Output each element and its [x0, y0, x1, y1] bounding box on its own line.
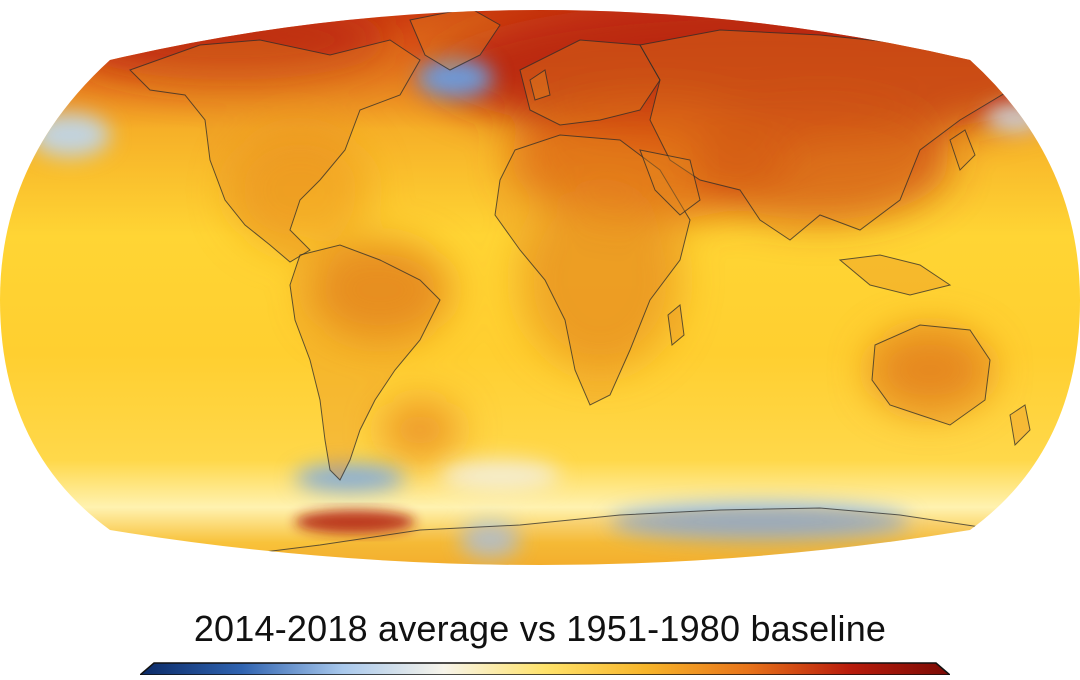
south-asia — [639, 149, 701, 216]
british-isles — [529, 69, 551, 101]
map-caption: 2014-2018 average vs 1951-1980 baseline — [193, 608, 887, 649]
north-america — [129, 39, 421, 263]
color-scale-svg — [137, 662, 953, 676]
japan — [949, 129, 976, 171]
new-zealand — [1009, 404, 1031, 447]
map-canvas — [0, 10, 1080, 565]
madagascar — [667, 304, 685, 346]
south-america — [289, 244, 441, 481]
antarctica — [0, 507, 1080, 565]
indonesia — [838, 254, 952, 296]
hot-spot-south — [295, 510, 415, 534]
africa — [494, 134, 691, 406]
temperature-anomaly-map — [0, 10, 1080, 565]
color-scale-gradient — [137, 662, 953, 676]
europe — [519, 39, 661, 126]
globe-area — [0, 10, 1080, 565]
coastlines — [0, 10, 1080, 565]
australia — [871, 324, 991, 426]
color-scale-bar — [137, 662, 953, 676]
greenland — [409, 10, 501, 71]
